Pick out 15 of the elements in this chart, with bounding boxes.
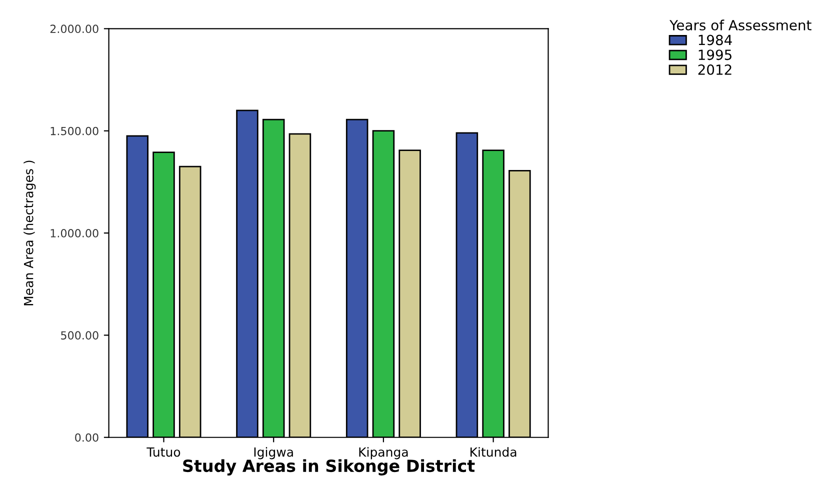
legend-label: 1984 [698, 34, 732, 46]
x-tick-label: Igigwa [254, 447, 293, 460]
y-tick-label: 0.00 [75, 433, 98, 442]
y-tick-label: 1.500.00 [50, 126, 98, 136]
y-axis-title: Mean Area (hectrages ) [24, 160, 36, 306]
legend-label: 1995 [698, 50, 732, 60]
legend-label: 2012 [698, 64, 732, 75]
y-tick-label: 1.000.00 [50, 229, 98, 238]
x-tick-label: Tutuo [146, 447, 180, 457]
legend-title: Years of Assessment [670, 20, 812, 30]
y-tick-label: 2.000.00 [50, 24, 98, 34]
x-tick-label: Kipanga [359, 447, 408, 460]
x-tick-label: Kitunda [470, 447, 516, 457]
y-tick-label: 500.00 [61, 331, 98, 340]
x-axis-title: Study Areas in Sikonge District [183, 459, 475, 476]
